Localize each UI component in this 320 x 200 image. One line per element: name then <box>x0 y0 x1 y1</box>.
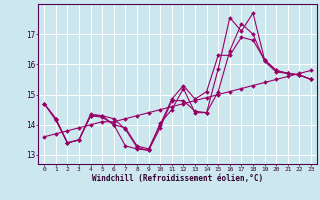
X-axis label: Windchill (Refroidissement éolien,°C): Windchill (Refroidissement éolien,°C) <box>92 174 263 183</box>
